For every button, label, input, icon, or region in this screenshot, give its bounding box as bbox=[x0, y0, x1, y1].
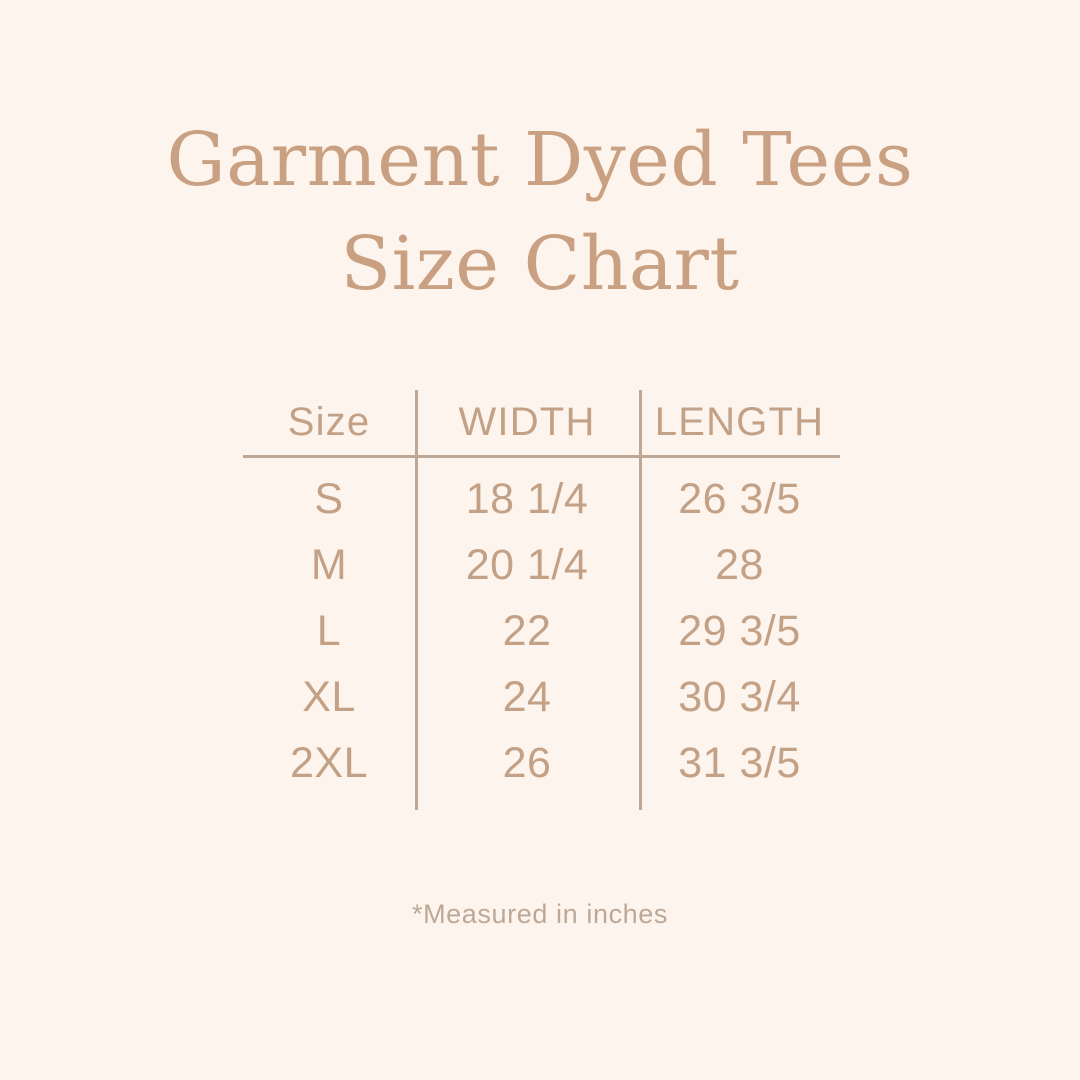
cell-size: L bbox=[316, 606, 342, 655]
table-row: M 20 1/4 28 bbox=[243, 532, 840, 598]
header-width: WIDTH bbox=[458, 400, 596, 444]
header-size: Size bbox=[287, 400, 371, 444]
cell-width: 26 bbox=[502, 738, 552, 787]
cell-length: 26 3/5 bbox=[678, 474, 801, 523]
cell-length: 28 bbox=[715, 540, 764, 589]
table-row: XL 24 30 3/4 bbox=[243, 664, 840, 730]
cell-length: 29 3/5 bbox=[678, 606, 801, 655]
cell-width: 18 1/4 bbox=[465, 474, 589, 523]
measurement-note: *Measured in inches bbox=[411, 899, 669, 929]
header-divider bbox=[243, 455, 840, 458]
column-divider-1 bbox=[415, 390, 418, 810]
table-row: 2XL 26 31 3/5 bbox=[243, 730, 840, 796]
header-length: LENGTH bbox=[654, 400, 825, 444]
cell-width: 20 1/4 bbox=[465, 540, 589, 589]
cell-size: S bbox=[314, 474, 344, 523]
column-divider-2 bbox=[639, 390, 642, 810]
table-row: S 18 1/4 26 3/5 bbox=[243, 466, 840, 532]
table-header-row: Size WIDTH LENGTH bbox=[243, 390, 840, 455]
cell-width: 22 bbox=[502, 606, 552, 655]
cell-length: 30 3/4 bbox=[678, 672, 801, 721]
cell-size: 2XL bbox=[289, 738, 368, 787]
page-title: Garment Dyed Tees Size Chart bbox=[0, 108, 1080, 316]
cell-width: 24 bbox=[502, 672, 552, 721]
size-table: Size WIDTH LENGTH S 18 1/4 26 3/5 M 20 1… bbox=[243, 382, 840, 812]
cell-size: XL bbox=[302, 672, 356, 721]
cell-length: 31 3/5 bbox=[678, 738, 801, 787]
table-body: S 18 1/4 26 3/5 M 20 1/4 28 L 22 29 3/5 … bbox=[243, 466, 840, 796]
title-line-1: Garment Dyed Tees bbox=[166, 117, 914, 203]
table-row: L 22 29 3/5 bbox=[243, 598, 840, 664]
title-line-2: Size Chart bbox=[340, 221, 740, 307]
cell-size: M bbox=[310, 540, 348, 589]
